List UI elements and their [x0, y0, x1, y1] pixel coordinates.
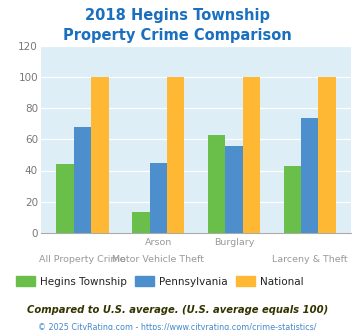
- Bar: [56, 164, 74, 233]
- Bar: [243, 77, 260, 233]
- Bar: [74, 127, 91, 233]
- Bar: [318, 77, 336, 233]
- Bar: [132, 213, 149, 233]
- Bar: [91, 77, 109, 233]
- Bar: [284, 166, 301, 233]
- Bar: [301, 118, 318, 233]
- Bar: [225, 146, 243, 233]
- Text: 2018 Hegins Township: 2018 Hegins Township: [85, 8, 270, 23]
- Text: © 2025 CityRating.com - https://www.cityrating.com/crime-statistics/: © 2025 CityRating.com - https://www.city…: [38, 323, 317, 330]
- Text: Arson: Arson: [144, 238, 172, 247]
- Text: Property Crime Comparison: Property Crime Comparison: [63, 28, 292, 43]
- Bar: [167, 77, 184, 233]
- Text: Larceny & Theft: Larceny & Theft: [272, 255, 348, 264]
- Legend: Hegins Township, Pennsylvania, National: Hegins Township, Pennsylvania, National: [16, 276, 304, 287]
- Bar: [208, 135, 225, 233]
- Text: All Property Crime: All Property Crime: [39, 255, 126, 264]
- Text: Burglary: Burglary: [214, 238, 254, 247]
- Text: Compared to U.S. average. (U.S. average equals 100): Compared to U.S. average. (U.S. average …: [27, 305, 328, 315]
- Text: Motor Vehicle Theft: Motor Vehicle Theft: [112, 255, 204, 264]
- Bar: [149, 163, 167, 233]
